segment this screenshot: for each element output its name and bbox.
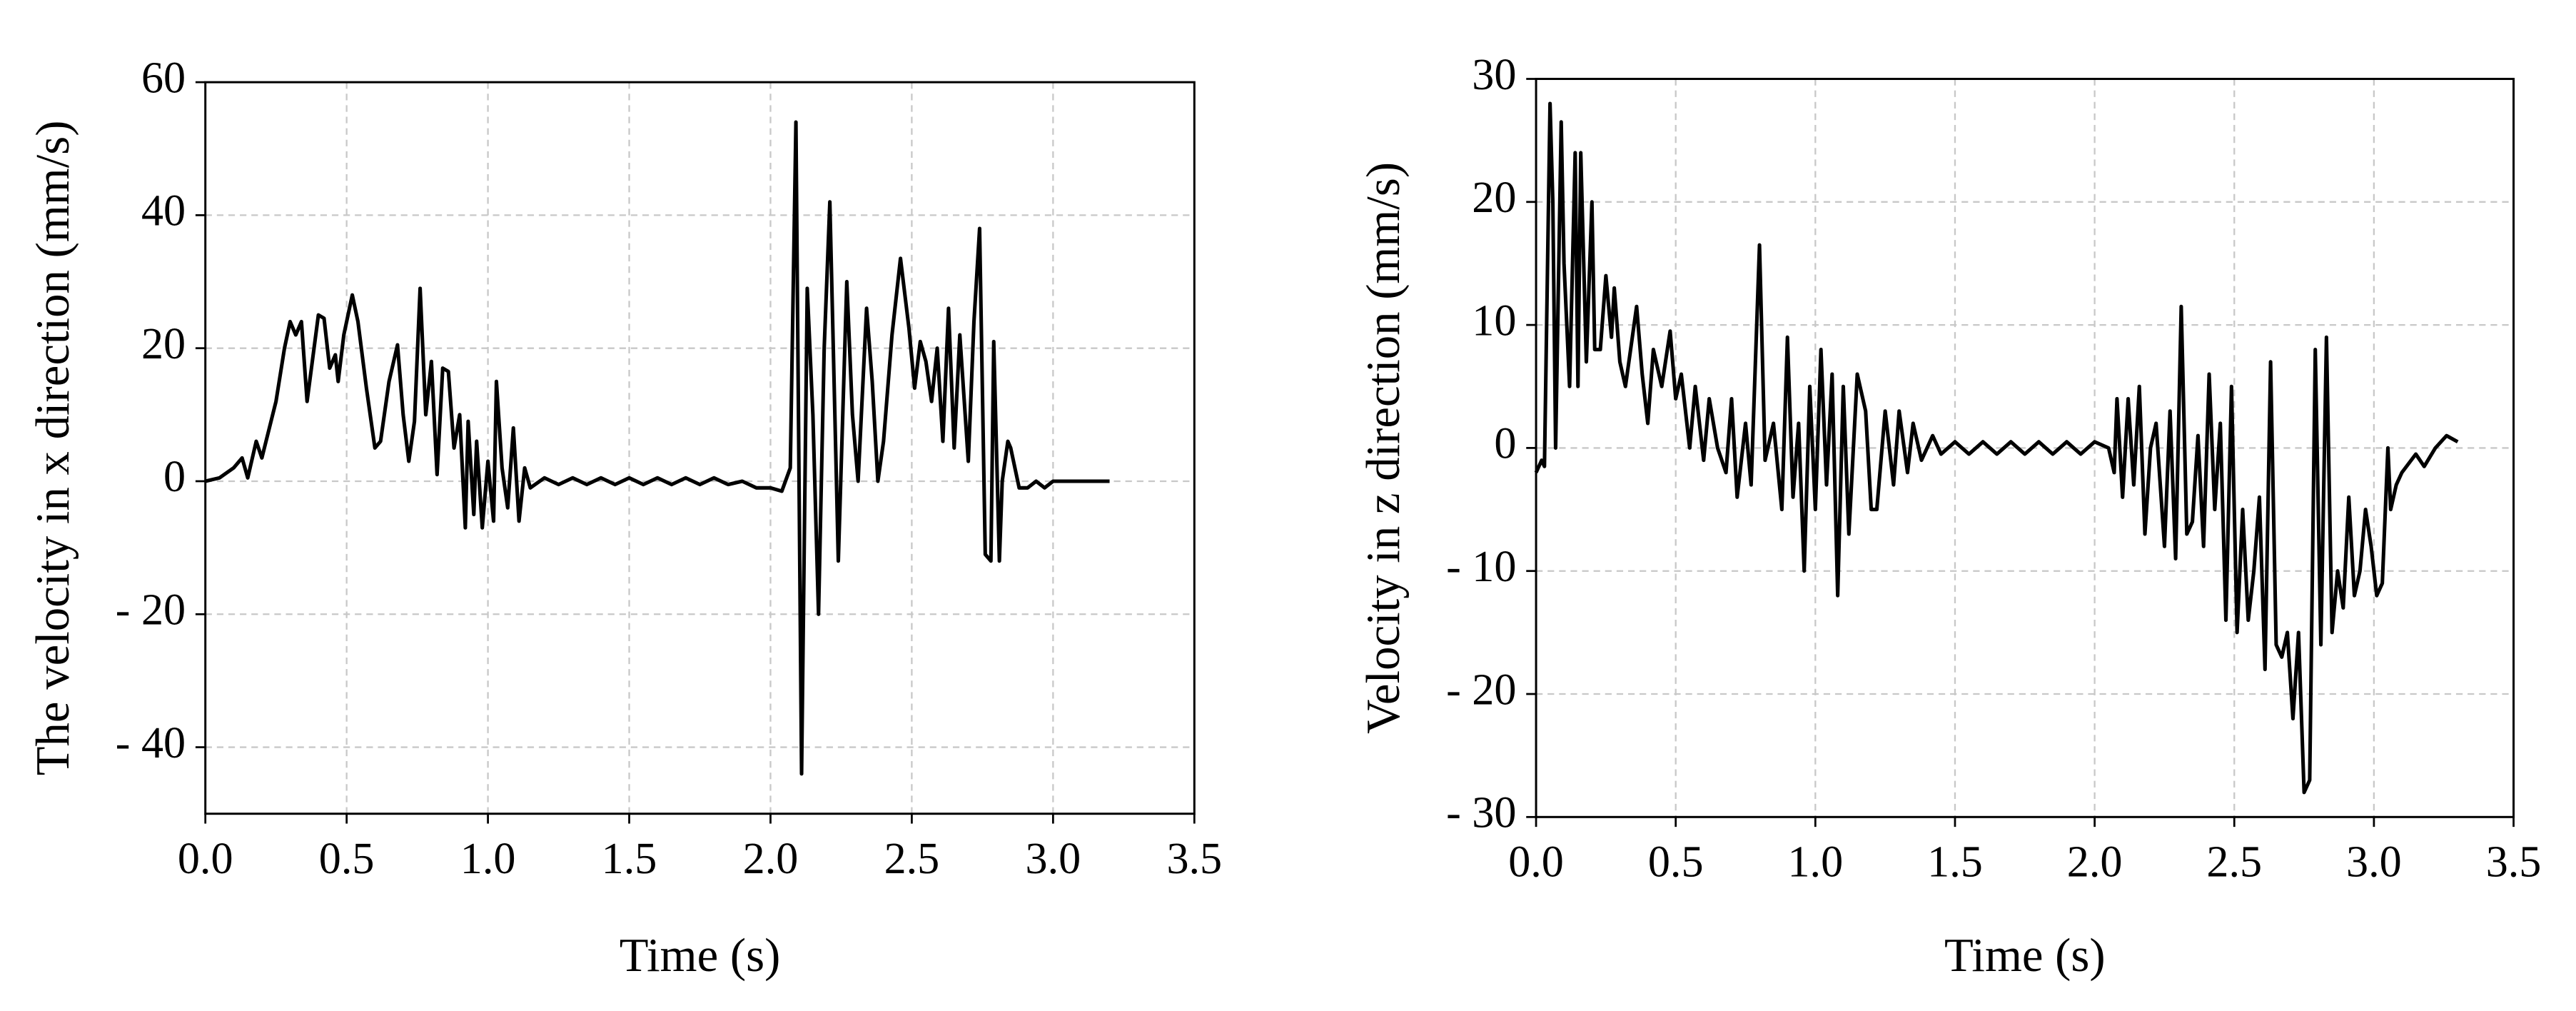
y-tick-label: - 20 [1446, 665, 1516, 714]
x-axis-label: Time (s) [620, 930, 781, 982]
x-tick-label: 0.0 [178, 835, 233, 883]
x-tick-label: 0.5 [319, 835, 375, 883]
y-tick-label: - 10 [1446, 543, 1516, 591]
x-tick-label: 3.5 [2486, 838, 2542, 887]
x-tick-label: 3.0 [2346, 838, 2402, 887]
x-tick-label: 1.0 [1787, 838, 1843, 887]
y-tick-label: 10 [1472, 296, 1516, 345]
x-tick-label: 1.5 [1927, 838, 1983, 887]
x-tick-label: 0.0 [1508, 838, 1564, 887]
y-tick-label: 40 [141, 187, 186, 236]
plot-frame [204, 81, 1196, 815]
data-line [1534, 101, 2459, 795]
x-tick-label: 3.0 [1026, 835, 1081, 883]
x-tick-label: 2.0 [2067, 838, 2123, 887]
y-axis-label: Velocity in z direction (mm/s) [1358, 162, 1410, 734]
y-tick-label: - 30 [1446, 789, 1516, 838]
x-tick-label: 0.5 [1648, 838, 1704, 887]
plot-frame [1535, 78, 2515, 818]
data-line [205, 120, 1110, 776]
x-tick-label: 1.0 [460, 835, 516, 883]
x-tick-label: 1.5 [602, 835, 657, 883]
y-tick-label: - 20 [116, 586, 186, 635]
y-tick-label: 30 [1472, 51, 1516, 99]
x-tick-label: 2.5 [884, 835, 940, 883]
y-axis-label: The velocity in x direction (mm/s) [27, 121, 79, 776]
y-tick-label: - 40 [116, 719, 186, 768]
y-tick-label: 0 [1494, 420, 1516, 468]
x-tick-label: 2.5 [2206, 838, 2262, 887]
y-tick-label: 20 [1472, 173, 1516, 222]
y-tick-label: 0 [163, 453, 186, 501]
x-axis-label: Time (s) [1944, 930, 2106, 982]
x-tick-label: 3.5 [1166, 835, 1222, 883]
y-tick-label: 60 [141, 54, 186, 102]
x-tick-label: 2.0 [743, 835, 799, 883]
y-tick-label: 20 [141, 320, 186, 368]
